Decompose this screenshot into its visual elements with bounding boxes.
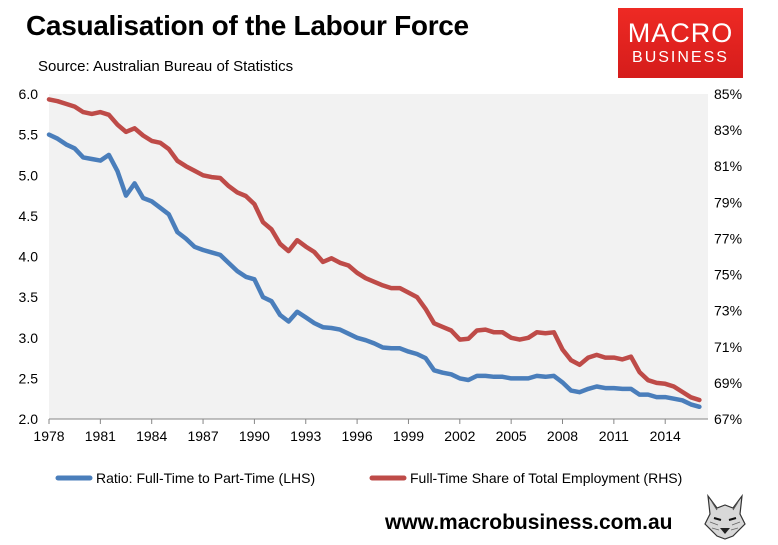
- x-tick-label: 1993: [290, 428, 321, 444]
- x-tick-label: 1984: [136, 428, 167, 444]
- series-line-ratio-lhs: [46, 132, 702, 410]
- y-left-tick-label: 5.0: [19, 167, 39, 183]
- y-left-tick-label: 5.5: [19, 127, 39, 143]
- y-right-tick-label: 81%: [714, 158, 742, 174]
- y-left-tick-label: 4.5: [19, 208, 39, 224]
- x-tick-label: 2014: [650, 428, 681, 444]
- y-right-tick-label: 71%: [714, 339, 742, 355]
- plot-area: [49, 94, 708, 419]
- y-right-tick-label: 77%: [714, 230, 742, 246]
- logo-line-2: BUSINESS: [632, 49, 729, 66]
- chart-title: Casualisation of the Labour Force: [26, 10, 469, 41]
- x-tick-label: 1990: [239, 428, 270, 444]
- legend-label: Full-Time Share of Total Employment (RHS…: [410, 470, 682, 486]
- y-right-tick-label: 73%: [714, 303, 742, 319]
- y-right-tick-label: 79%: [714, 194, 742, 210]
- x-tick-label: 1996: [342, 428, 373, 444]
- series-line-fulltime-share-rhs: [46, 97, 702, 403]
- y-left-tick-label: 3.0: [19, 330, 39, 346]
- x-tick-label: 1978: [33, 428, 64, 444]
- legend-label: Ratio: Full-Time to Part-Time (LHS): [96, 470, 315, 486]
- y-right-tick-label: 85%: [714, 86, 742, 102]
- y-left-tick-label: 3.5: [19, 289, 39, 305]
- wolf-head-icon: [700, 492, 750, 542]
- website-url[interactable]: www.macrobusiness.com.au: [385, 511, 673, 534]
- y-left-tick-label: 4.0: [19, 249, 39, 265]
- x-tick-label: 1981: [85, 428, 116, 444]
- y-right-tick-label: 67%: [714, 411, 742, 427]
- y-right-tick-label: 69%: [714, 375, 742, 391]
- x-tick-label: 2005: [496, 428, 527, 444]
- y-left-tick-label: 2.0: [19, 411, 39, 427]
- y-left-tick-label: 2.5: [19, 370, 39, 386]
- x-tick-label: 2011: [599, 428, 629, 444]
- chart-source: Source: Australian Bureau of Statistics: [38, 58, 294, 75]
- x-tick-label: 1999: [393, 428, 424, 444]
- y-right-tick-label: 83%: [714, 122, 742, 138]
- y-left-tick-label: 6.0: [19, 86, 39, 102]
- logo-line-1: MACRO: [627, 18, 734, 48]
- x-tick-label: 1987: [187, 428, 218, 444]
- x-tick-label: 2002: [444, 428, 475, 444]
- y-right-tick-label: 75%: [714, 267, 742, 283]
- x-tick-label: 2008: [547, 428, 578, 444]
- macrobusiness-logo: MACRO BUSINESS: [618, 8, 743, 78]
